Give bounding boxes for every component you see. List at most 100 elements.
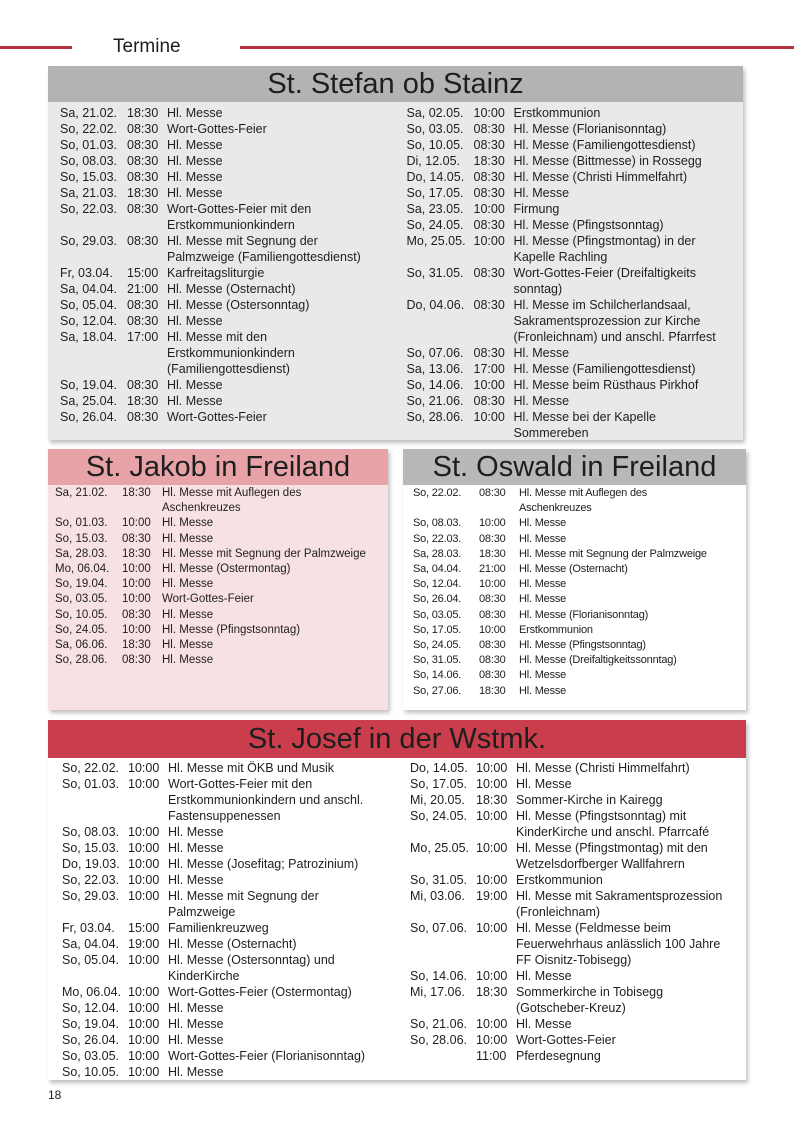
entry-description: Hl. Messe mit Sakramentsprozession (Fronl… — [516, 888, 746, 920]
entry-description: Hl. Messe (Dreifaltigkeitssonntag) — [519, 653, 746, 668]
entry-time: 11:00 — [476, 1049, 507, 1063]
schedule-entry: So, 26.04. 10:00 Hl. Messe — [62, 1032, 398, 1048]
schedule-entry: Mo, 25.05. 10:00 Hl. Messe (Pfingstmontag)… — [410, 840, 746, 872]
entry-description: Hl. Messe — [168, 824, 398, 840]
entry-time: 10:00 — [128, 1033, 160, 1047]
entry-description: Hl. Messe — [162, 653, 388, 668]
entry-date: Sa, 04.04. — [62, 937, 119, 951]
entry-description-line: Hl. Messe beim Rüsthaus Pirkhof — [513, 378, 699, 392]
entry-description: Sommer-Kirche in Kairegg — [516, 792, 746, 808]
entry-time: 10:00 — [476, 969, 508, 983]
schedule-entry: So, 24.05. 10:00 Hl. Messe (Pfingstsonntag… — [410, 808, 746, 840]
entry-description: Hl. Messe im Schilcherlandsaal, Sakrament… — [514, 297, 744, 345]
schedule-column: So, 22.02. 10:00 Hl. Messe mit ÖKB und Mus… — [62, 760, 398, 1080]
entry-date: So, 27.06. — [413, 684, 462, 697]
entry-description-line: Hl. Messe — [519, 684, 567, 697]
entry-description-line: Hl. Messe — [162, 532, 214, 545]
entry-description: Hl. Messe (Christi Himmelfahrt) — [516, 760, 746, 776]
schedule-entry: So, 24.05. 10:00 Hl. Messe (Pfingstsonntag… — [55, 623, 388, 638]
entry-date: So, 28.06. — [406, 410, 464, 424]
entry-time: 08:30 — [473, 186, 505, 200]
entry-time: 08:30 — [479, 593, 506, 606]
entry-description: Wort-Gottes-Feier — [516, 1032, 746, 1048]
entry-description: Hl. Messe — [514, 185, 744, 201]
entry-date: So, 19.04. — [62, 1017, 119, 1031]
entry-description-line: Wort-Gottes-Feier (Florianisonntag) — [168, 1049, 366, 1063]
entry-date: So, 12.04. — [413, 578, 462, 591]
entry-date: So, 10.05. — [55, 608, 108, 621]
entry-date: So, 10.05. — [406, 138, 464, 152]
entry-description: Hl. Messe — [168, 1064, 398, 1080]
section-st-stefan: St. Stefan ob Stainz Sa, 21.02. 18:30 Hl. M… — [48, 66, 743, 440]
entry-time: 10:00 — [122, 593, 151, 606]
entry-description: Hl. Messe (Bittmesse) in Rossegg — [514, 153, 744, 169]
entry-date: So, 17.05. — [413, 623, 462, 636]
schedule-entry: So, 05.04. 10:00 Hl. Messe (Ostersonntag) … — [62, 952, 398, 984]
entry-date: So, 12.04. — [62, 1001, 119, 1015]
schedule-entry: Mo, 25.05. 10:00 Hl. Messe (Pfingstmontag)… — [407, 233, 744, 265]
schedule-entry: So, 03.05. 10:00 Wort-Gottes-Feier — [55, 592, 388, 607]
schedule-entry: Sa, 23.05. 10:00 Firmung — [407, 201, 744, 217]
entry-date: So, 28.06. — [410, 1033, 467, 1047]
entry-description-line: Sommer-Kirche in Kairegg — [516, 793, 663, 807]
entry-date: So, 22.03. — [62, 873, 119, 887]
entry-time: 08:30 — [479, 639, 506, 652]
entry-description-line: Hl. Messe (Feldmesse beim — [516, 921, 671, 935]
entry-time: 10:00 — [476, 841, 508, 855]
entry-time: 10:00 — [473, 106, 505, 120]
entry-description-line: Hl. Messe — [167, 394, 223, 408]
entry-time: 08:30 — [473, 138, 505, 152]
entry-time: 10:00 — [128, 873, 160, 887]
entry-time: 08:30 — [479, 608, 506, 621]
entry-description-line: Hl. Messe mit Segnung der — [168, 889, 319, 903]
entry-description: Hl. Messe mit Segnung der Palmzweige (Fam… — [167, 233, 397, 265]
entry-time: 08:30 — [479, 532, 506, 545]
schedule-entry: So, 17.05. 10:00 Hl. Messe — [410, 776, 746, 792]
entry-time: 10:00 — [128, 1001, 160, 1015]
entry-description-line: sonntag) — [513, 282, 563, 296]
schedule-entry: So, 19.04. 10:00 Hl. Messe — [62, 1016, 398, 1032]
entry-description-line: Hl. Messe — [168, 841, 224, 855]
entry-time: 18:30 — [122, 487, 151, 499]
entry-description: Hl. Messe (Pfingstsonntag) mit KinderKirc… — [516, 808, 746, 840]
entry-time: 08:30 — [127, 170, 159, 184]
schedule-column: Do, 14.05. 10:00 Hl. Messe (Christi Himmel… — [398, 760, 746, 1080]
entry-time: 18:30 — [479, 547, 506, 560]
entry-description: Hl. Messe (Familiengottesdienst) — [514, 137, 744, 153]
schedule-entry: So, 28.06. 08:30 Hl. Messe — [55, 653, 388, 668]
schedule-entry: 11:00 Pferdesegnung — [410, 1048, 746, 1064]
entry-date: Sa, 21.02. — [55, 487, 108, 499]
schedule-entry: Sa, 06.06. 18:30 Hl. Messe — [55, 638, 388, 653]
entry-description-line: Fastensuppenessen — [168, 809, 281, 823]
entry-description: Hl. Messe bei der Kapelle Sommereben — [514, 409, 744, 441]
entry-description: Wort-Gottes-Feier — [162, 592, 388, 607]
entry-date: Sa, 06.06. — [55, 639, 108, 652]
entry-description-line: Hl. Messe (Osternacht) — [167, 282, 296, 296]
entry-description: Hl. Messe (Pfingstmontag) in der Kapelle … — [514, 233, 744, 265]
entry-description-line: Hl. Messe — [513, 394, 570, 408]
entry-description: Hl. Messe (Ostersonntag) — [167, 297, 397, 313]
entry-time: 17:00 — [127, 330, 159, 344]
schedule-entry: So, 08.03. 08:30 Hl. Messe — [60, 153, 397, 169]
entry-description-line: Aschenkreuzes — [162, 502, 241, 515]
entry-date: So, 17.05. — [410, 777, 467, 791]
entry-description-line: Wort-Gottes-Feier (Dreifaltigkeits — [513, 266, 696, 280]
entry-description: Hl. Messe (Pfingstsonntag) — [162, 623, 388, 638]
entry-description-line: Kapelle Rachling — [513, 250, 608, 264]
entry-description-line: Hl. Messe (Pfingstmontag) mit den — [516, 841, 708, 855]
entry-description: Hl. Messe (Florianisonntag) — [514, 121, 744, 137]
entry-description-line: Hl. Messe — [168, 825, 224, 839]
entry-description-line: (Familiengottesdienst) — [167, 362, 290, 376]
entry-description-line: Hl. Messe (Ostersonntag) und — [168, 953, 335, 967]
entry-date: So, 08.03. — [413, 517, 462, 530]
schedule-entry: Do, 14.05. 08:30 Hl. Messe (Christi Himmel… — [407, 169, 744, 185]
schedule-entry: So, 22.02. 08:30 Wort-Gottes-Feier — [60, 121, 397, 137]
entry-description-line: Wort-Gottes-Feier — [162, 593, 254, 606]
entry-description-line: Hl. Messe (Ostermontag) — [162, 563, 291, 576]
entry-time: 10:00 — [479, 578, 506, 591]
entry-description: Hl. Messe (Ostersonntag) und KinderKirche — [168, 952, 398, 984]
entry-description-line: Hl. Messe (Christi Himmelfahrt) — [513, 170, 688, 184]
entry-description-line: Hl. Messe — [167, 378, 223, 392]
entry-time: 10:00 — [128, 857, 160, 871]
entry-description-line: Palmzweige — [168, 905, 236, 919]
